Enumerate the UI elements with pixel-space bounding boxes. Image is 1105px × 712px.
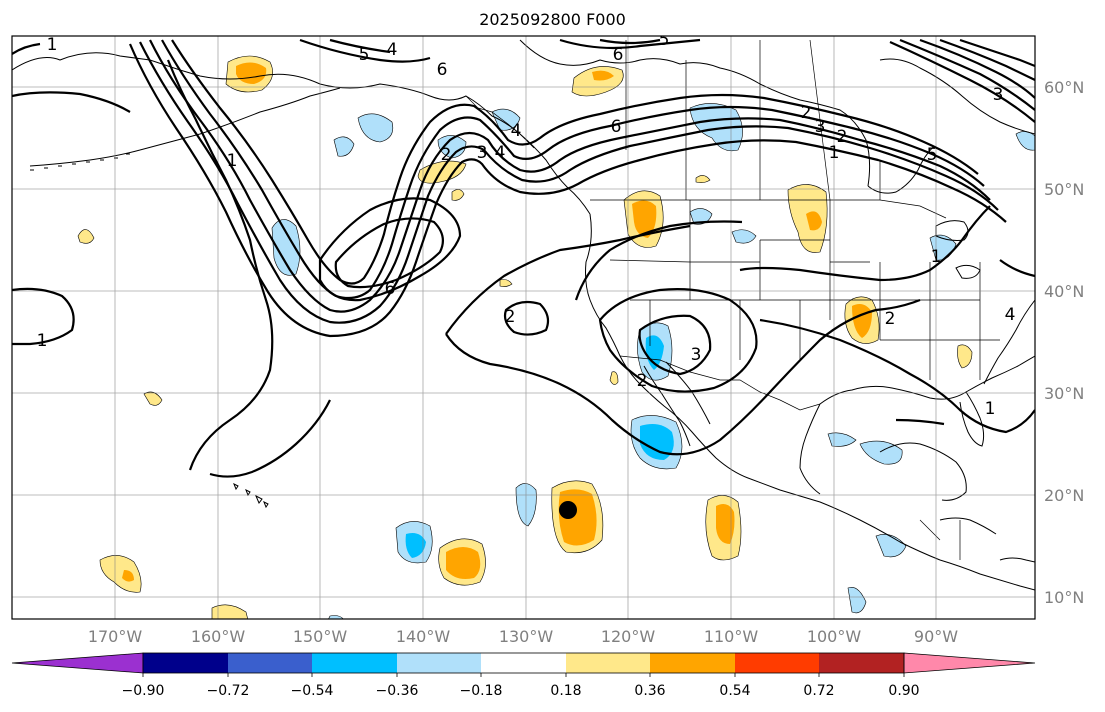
contour-label: 5 [659, 30, 670, 50]
lon-label: 140°W [396, 627, 451, 646]
contour-label: 4 [387, 40, 398, 60]
contour-label: 2 [505, 307, 516, 327]
lat-label: 40°N [1044, 282, 1084, 301]
map-frame [11, 35, 1036, 620]
contour-label: 5 [927, 145, 938, 165]
contour-label: 6 [385, 279, 396, 299]
lat-label: 20°N [1044, 486, 1084, 505]
coastlines [12, 39, 1035, 591]
colorbar-max-extension [903, 652, 1036, 674]
contour-label: 1 [931, 247, 942, 267]
colorbar-bin [397, 653, 481, 673]
contour-label: 3 [993, 85, 1004, 105]
colorbar-tick-label: −0.36 [376, 683, 419, 699]
contour-label: 3 [815, 117, 826, 137]
contour-label: 6 [613, 45, 624, 65]
colorbar-bin [735, 653, 819, 673]
contour-label: 4 [1005, 305, 1016, 325]
contour-label: 1 [985, 399, 996, 419]
storm-center-marker [559, 501, 577, 519]
colorbar-bin [650, 653, 735, 673]
colorbar-bin [481, 653, 566, 673]
contour-label: 1 [227, 151, 238, 171]
contour-label: 2 [885, 309, 896, 329]
colorbar-tick-label: 0.72 [803, 683, 834, 699]
map-title: 2025092800 F000 [479, 10, 626, 29]
contour-label: 5 [359, 45, 370, 65]
colorbar: −0.90 −0.72 −0.54 −0.36 −0.18 0.18 0.36 … [11, 652, 1036, 699]
colorbar-tick-label: 0.90 [888, 683, 919, 699]
colorbar-tick-label: 0.54 [719, 683, 750, 699]
contour-label: 3 [691, 345, 702, 365]
lat-label: 50°N [1044, 180, 1084, 199]
colorbar-tick-label: 0.18 [550, 683, 581, 699]
colorbar-tick-label: 0.36 [634, 683, 665, 699]
colorbar-tick-label: −0.18 [460, 683, 503, 699]
colorbar-bin [819, 653, 904, 673]
contour-label: 1 [37, 331, 48, 351]
negative-anomaly [271, 103, 1035, 619]
longitude-axis: 170°W 160°W 150°W 140°W 130°W 120°W 110°… [88, 627, 958, 646]
lon-label: 120°W [601, 627, 656, 646]
gridlines [12, 36, 1035, 619]
contour-label: 2 [441, 145, 452, 165]
lon-label: 170°W [88, 627, 143, 646]
colorbar-tick-label: −0.90 [122, 683, 165, 699]
political-borders [465, 39, 1000, 560]
lat-label: 10°N [1044, 588, 1084, 607]
colorbar-bin [143, 653, 228, 673]
lon-label: 100°W [807, 627, 862, 646]
contour-label: 6 [611, 117, 622, 137]
lon-label: 150°W [293, 627, 348, 646]
colorbar-bin [566, 653, 650, 673]
contour-label: 6 [437, 60, 448, 80]
latitude-axis: 60°N 50°N 40°N 30°N 20°N 10°N [1044, 78, 1084, 607]
contour-label: 4 [495, 143, 506, 163]
lon-label: 90°W [914, 627, 958, 646]
colorbar-tick-label: −0.72 [207, 683, 250, 699]
lat-label: 60°N [1044, 78, 1084, 97]
contour-label: 2 [801, 103, 812, 123]
colorbar-bin [312, 653, 397, 673]
contour-labels: 1 5 4 5 6 6 6 2 3 1 2 1 6 1 3 4 2 2 3 2 … [37, 30, 1016, 419]
lon-label: 130°W [499, 627, 554, 646]
contours [12, 38, 1035, 478]
colorbar-tick-label: −0.54 [291, 683, 334, 699]
colorbar-min-extension [11, 652, 144, 674]
lon-label: 160°W [191, 627, 246, 646]
map-area: 1 5 4 5 6 6 6 2 3 1 2 1 6 1 3 4 2 2 3 2 … [12, 30, 1035, 619]
contour-label: 3 [477, 143, 488, 163]
lon-label: 110°W [704, 627, 759, 646]
lat-label: 30°N [1044, 384, 1084, 403]
contour-label: 2 [637, 371, 648, 391]
contour-label: 2 [837, 127, 848, 147]
contour-label: 4 [511, 121, 522, 141]
contour-label: 1 [47, 35, 58, 55]
colorbar-bin [228, 653, 312, 673]
contour-label: 1 [829, 143, 840, 163]
